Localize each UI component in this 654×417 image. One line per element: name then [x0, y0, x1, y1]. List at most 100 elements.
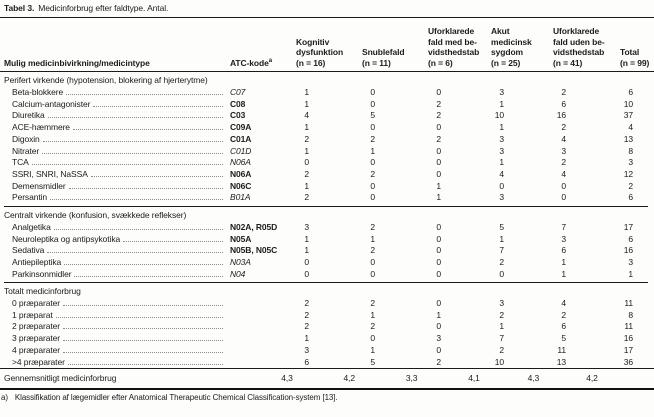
col-header-kognitiv-dysfunktion: Kognitiv dysfunktion (n = 16) [296, 37, 362, 69]
value-cell: 2 [362, 169, 428, 181]
value-cell: 0 [362, 269, 428, 281]
value: 0 [370, 256, 375, 267]
value-cell: 0 [428, 122, 491, 134]
value-cell: 1 [296, 333, 362, 345]
value-cell: 2 [362, 245, 428, 257]
value-cell: 2 [553, 157, 620, 169]
row-label-cell: ACE-hæmmere [4, 122, 230, 134]
value-cell: 1 [553, 269, 620, 281]
value-cell: 0 [362, 157, 428, 169]
value: 2 [370, 321, 375, 332]
summary-value-cell: 4,3 [280, 373, 342, 384]
value-cell: 0 [428, 146, 491, 158]
value-cell: 1 [296, 122, 362, 134]
value: 5 [370, 110, 375, 121]
value-cell: 2 [362, 321, 428, 333]
value: 3 [499, 133, 504, 144]
value-cell: 17 [620, 222, 644, 234]
value-cell: 6 [296, 357, 362, 369]
value-cell: 0 [553, 181, 620, 193]
value-cell: 0 [491, 269, 553, 281]
value-cell: 2 [491, 257, 553, 269]
row-label: Analgetika [12, 221, 51, 232]
value-cell: 6 [620, 192, 644, 204]
section-rule [4, 206, 648, 208]
value-cell: 2 [553, 87, 620, 99]
value: 4 [499, 169, 504, 179]
col-header-line: (n = 41) [553, 57, 583, 68]
value-cell: 0 [362, 122, 428, 134]
dot-leader [64, 263, 223, 265]
dot-leader [62, 305, 223, 307]
table-row: Diuretika C03 4 5 2 10 16 37 [4, 110, 648, 122]
row-label: Demensmidler [12, 180, 66, 191]
dot-leader [67, 363, 223, 365]
value: 16 [623, 333, 633, 344]
atc-header-superscript: a [268, 58, 272, 65]
value: 2 [436, 110, 441, 121]
table-bottom-rule [0, 388, 654, 391]
section-header: Totalt medicinforbrug [4, 286, 81, 297]
col-header-line: (n = 16) [296, 57, 326, 68]
row-label: 4 præparater [12, 344, 60, 355]
value-cell: 1 [491, 234, 553, 246]
atc-code: C09A [230, 122, 252, 133]
value-cell: 5 [553, 333, 620, 345]
value: 6 [304, 356, 309, 367]
row-label: 1 præparat [12, 309, 53, 320]
value-cell: 6 [553, 99, 620, 111]
col-header-line: Snublefald [362, 47, 405, 58]
row-label-cell: Digoxin [4, 134, 230, 146]
value: 3 [499, 298, 504, 309]
col-header-line: medicinsk [491, 36, 532, 47]
value: 5 [499, 221, 504, 232]
row-label: Neuroleptika og antipsykotika [12, 233, 121, 244]
value: 0 [370, 192, 375, 203]
table-row: Sedativa N05B, N05C 1 2 0 7 6 16 [4, 245, 648, 257]
value: 7 [499, 333, 504, 344]
value: 1 [436, 180, 441, 191]
col-header-akut-medicinsk-sygdom: Akut medicinsk sygdom (n = 25) [491, 26, 553, 68]
value: 2 [370, 133, 375, 144]
table-row: Parkinsonmidler N04 0 0 0 0 1 1 [4, 269, 648, 281]
value: 0 [561, 192, 566, 203]
row-label: Sedativa [12, 245, 45, 256]
value: 2 [370, 169, 375, 179]
dot-leader [53, 228, 223, 230]
col-header-line: vidsthedstab [553, 47, 605, 58]
value: 1 [304, 87, 309, 98]
dot-leader [93, 105, 223, 107]
value: 0 [436, 268, 441, 279]
value-cell: 0 [296, 257, 362, 269]
value: 1 [499, 122, 504, 133]
value-cell: 0 [428, 169, 491, 181]
value: 2 [561, 87, 566, 98]
value: 1 [561, 256, 566, 267]
value-cell: 2 [362, 134, 428, 146]
value-cell: 0 [428, 321, 491, 333]
dot-leader [42, 152, 223, 154]
value: 17 [623, 344, 633, 355]
value: 2 [499, 344, 504, 355]
value: 2 [561, 157, 566, 168]
value: 0 [436, 145, 441, 156]
row-label: SSRI, SNRI, NaSSA [12, 169, 88, 179]
value-cell: 3 [553, 146, 620, 158]
value-cell: 3 [553, 234, 620, 246]
value-cell: 1 [362, 345, 428, 357]
value: 5 [370, 356, 375, 367]
summary-value: 4,1 [468, 373, 480, 384]
value: 0 [436, 245, 441, 256]
section-header: Centralt virkende (konfusion, svækkede r… [4, 210, 187, 221]
value-cell: 4 [553, 169, 620, 181]
row-label-cell: SSRI, SNRI, NaSSA [4, 169, 230, 181]
value: 2 [628, 180, 633, 191]
value: 3 [499, 145, 504, 156]
value-cell: 0 [362, 87, 428, 99]
value-cell: 2 [296, 310, 362, 322]
value: 6 [561, 245, 566, 256]
value-cell: 2 [553, 122, 620, 134]
value-cell: 1 [620, 269, 644, 281]
value-cell: 2 [553, 310, 620, 322]
